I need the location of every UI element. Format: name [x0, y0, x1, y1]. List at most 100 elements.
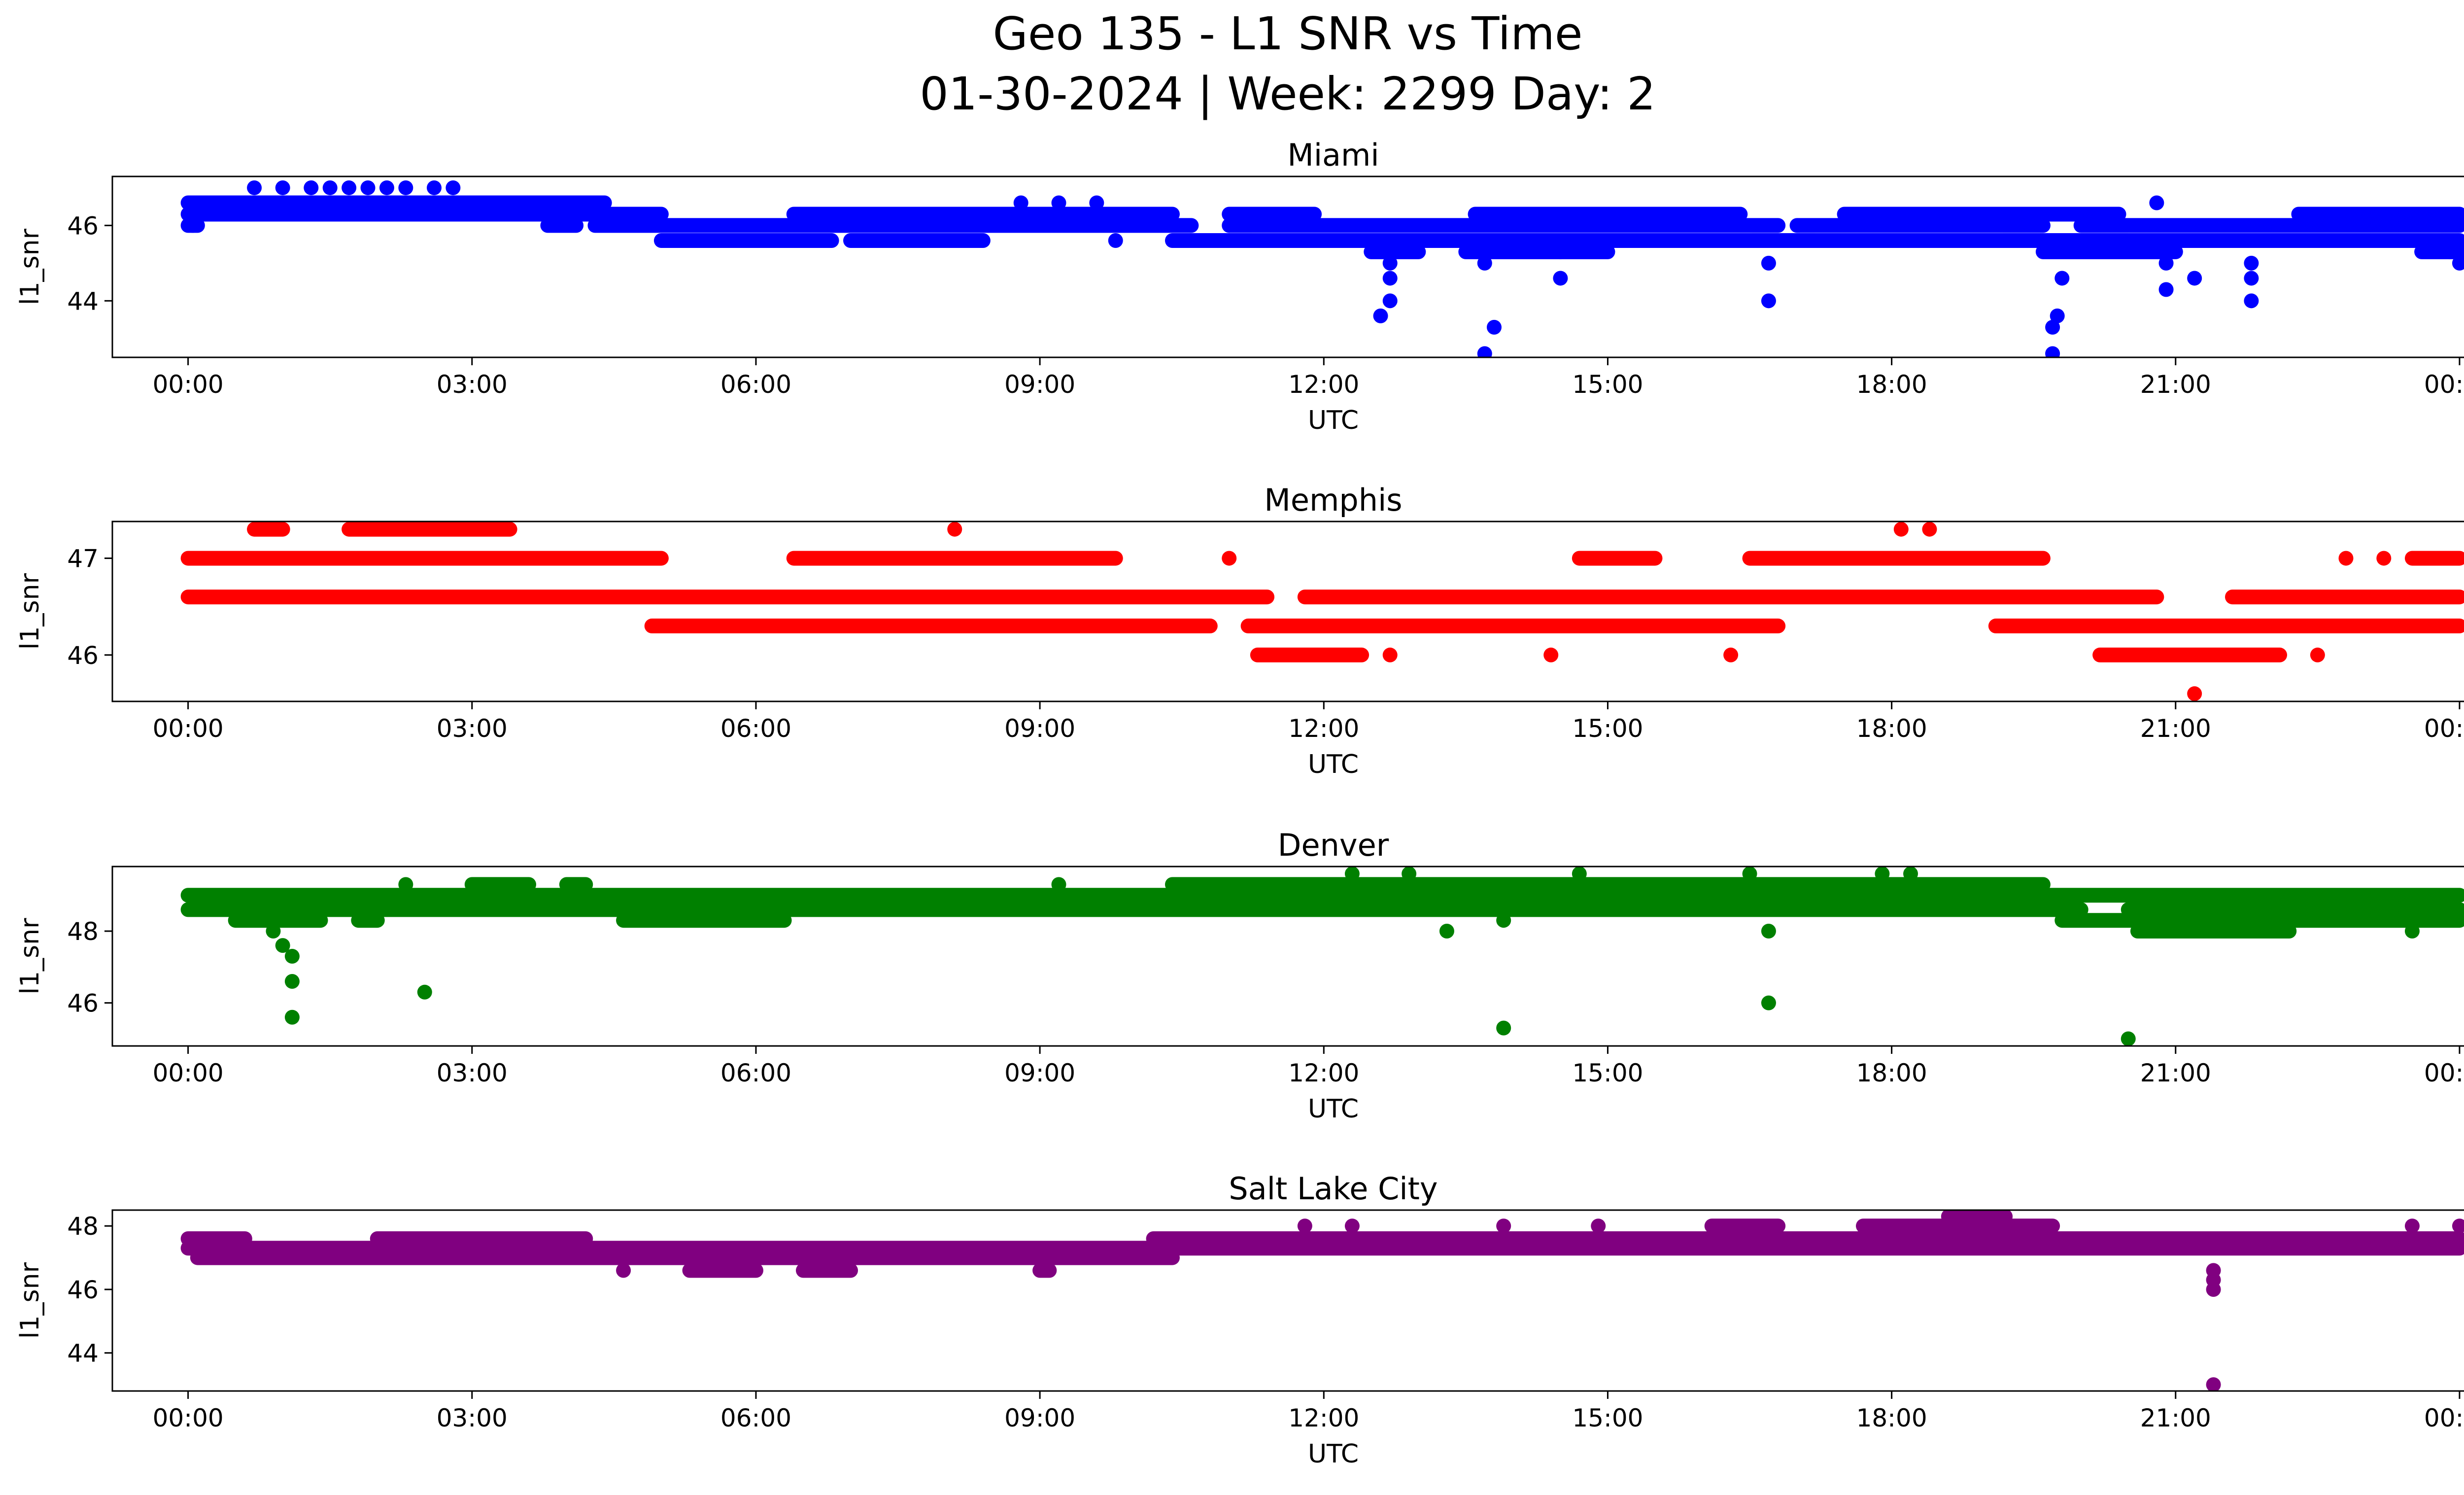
x-tick-label: 09:00 — [1004, 714, 1075, 743]
x-tick-label: 09:00 — [1004, 370, 1075, 399]
data-point — [2244, 271, 2259, 286]
data-band — [2291, 207, 2464, 222]
subplot-title: Denver — [1278, 827, 1389, 863]
y-axis-label: l1_snr — [15, 573, 45, 650]
x-axis-label: UTC — [1308, 750, 1359, 779]
data-band — [1165, 877, 2051, 892]
data-point — [2158, 255, 2174, 271]
x-axis-label: UTC — [1308, 1094, 1359, 1124]
data-point — [185, 218, 201, 233]
series-points — [180, 1210, 2464, 1391]
axes-frame — [111, 1209, 2464, 1392]
data-band — [1742, 551, 2051, 566]
data-point — [360, 180, 376, 195]
data-point — [1297, 1218, 1312, 1234]
data-point — [284, 973, 300, 989]
x-tick-label: 15:00 — [1572, 714, 1643, 743]
y-tick-label: 48 — [67, 1212, 99, 1241]
data-point — [1051, 195, 1066, 210]
data-band — [464, 877, 537, 892]
subplot-1: Memphis 00:00 03:00 06:00 09:00 12:00 15:00 18:… — [15, 482, 2464, 779]
x-tick-label: 03:00 — [437, 1059, 508, 1087]
data-point — [2121, 1031, 2136, 1046]
data-band — [2035, 244, 2183, 259]
x-tick-label: 09:00 — [1004, 1404, 1075, 1432]
data-point — [322, 180, 338, 195]
data-band — [1032, 1263, 1057, 1278]
x-tick-label: 09:00 — [1004, 1059, 1075, 1087]
data-point — [947, 522, 962, 537]
data-band — [653, 233, 839, 248]
x-tick-label: 15:00 — [1572, 1404, 1643, 1432]
x-tick-label: 00:00 — [2424, 1404, 2464, 1432]
x-tick-label: 21:00 — [2140, 370, 2211, 399]
data-band — [2404, 551, 2464, 566]
data-band — [190, 1250, 1180, 1265]
x-axis-label: UTC — [1308, 1439, 1359, 1469]
x-tick-label: 06:00 — [720, 714, 791, 743]
data-point — [1496, 1218, 1511, 1234]
data-point — [1922, 522, 1937, 537]
data-point — [284, 949, 300, 964]
data-point — [1477, 346, 1492, 357]
data-band — [180, 207, 669, 222]
x-tick-label: 00:00 — [2424, 714, 2464, 743]
subplot-2: Denver 00:00 03:00 06:00 09:00 12:00 15:00 18:0… — [15, 827, 2464, 1124]
data-point — [1382, 271, 1398, 286]
data-point — [2187, 271, 2202, 286]
data-point — [379, 180, 394, 195]
y-tick-label: 46 — [67, 989, 99, 1018]
data-point — [2149, 195, 2164, 210]
y-tick-label: 48 — [67, 917, 99, 946]
data-point — [1373, 308, 1388, 323]
axes-frame — [111, 175, 2464, 358]
series-points — [180, 180, 2464, 357]
data-point — [1486, 319, 1502, 335]
axes-frame — [111, 521, 2464, 702]
data-band — [1165, 233, 2464, 248]
x-tick-label: 15:00 — [1572, 1059, 1643, 1087]
data-point — [417, 984, 432, 1000]
subplot-panels: Miami 00:00 03:00 06:00 09:00 12:00 15:00 18:00… — [15, 137, 2464, 1469]
data-point — [2310, 647, 2325, 662]
y-axis-label: l1_snr — [15, 1262, 45, 1339]
y-tick-label: 44 — [67, 1339, 99, 1368]
data-point — [1761, 255, 1776, 271]
data-point — [1402, 867, 1417, 881]
data-band — [1297, 590, 2164, 605]
data-point — [1382, 647, 1398, 662]
data-point — [2452, 255, 2464, 271]
data-point — [2187, 686, 2202, 701]
x-tick-label: 21:00 — [2140, 714, 2211, 743]
x-tick-label: 18:00 — [1856, 714, 1927, 743]
data-band — [180, 195, 612, 210]
data-point — [275, 180, 290, 195]
data-point — [1893, 522, 1909, 537]
data-band — [682, 1263, 763, 1278]
data-point — [1572, 867, 1587, 881]
data-band — [2092, 647, 2288, 662]
x-axis-label: UTC — [1308, 406, 1359, 435]
data-band — [342, 522, 517, 537]
data-point — [426, 180, 442, 195]
data-point — [2206, 1377, 2221, 1391]
data-point — [2404, 924, 2420, 939]
data-point — [1089, 195, 1104, 210]
data-point — [247, 180, 262, 195]
x-tick-label: 06:00 — [720, 370, 791, 399]
series-points — [180, 522, 2464, 701]
x-tick-label: 12:00 — [1288, 1404, 1359, 1432]
data-point — [2050, 308, 2065, 323]
data-band — [180, 902, 2088, 917]
data-band — [644, 618, 1218, 633]
figure-title-line2: 01-30-2024 | Week: 2299 Day: 2 — [920, 68, 1656, 120]
data-point — [398, 877, 413, 892]
data-point — [1382, 293, 1398, 309]
x-tick-label: 12:00 — [1288, 370, 1359, 399]
data-point — [2442, 244, 2458, 259]
y-axis-label: l1_snr — [15, 918, 45, 995]
x-tick-label: 03:00 — [437, 1404, 508, 1432]
data-point — [304, 180, 319, 195]
data-point — [1761, 924, 1776, 939]
subplot-0: Miami 00:00 03:00 06:00 09:00 12:00 15:00 18:00… — [15, 137, 2464, 435]
